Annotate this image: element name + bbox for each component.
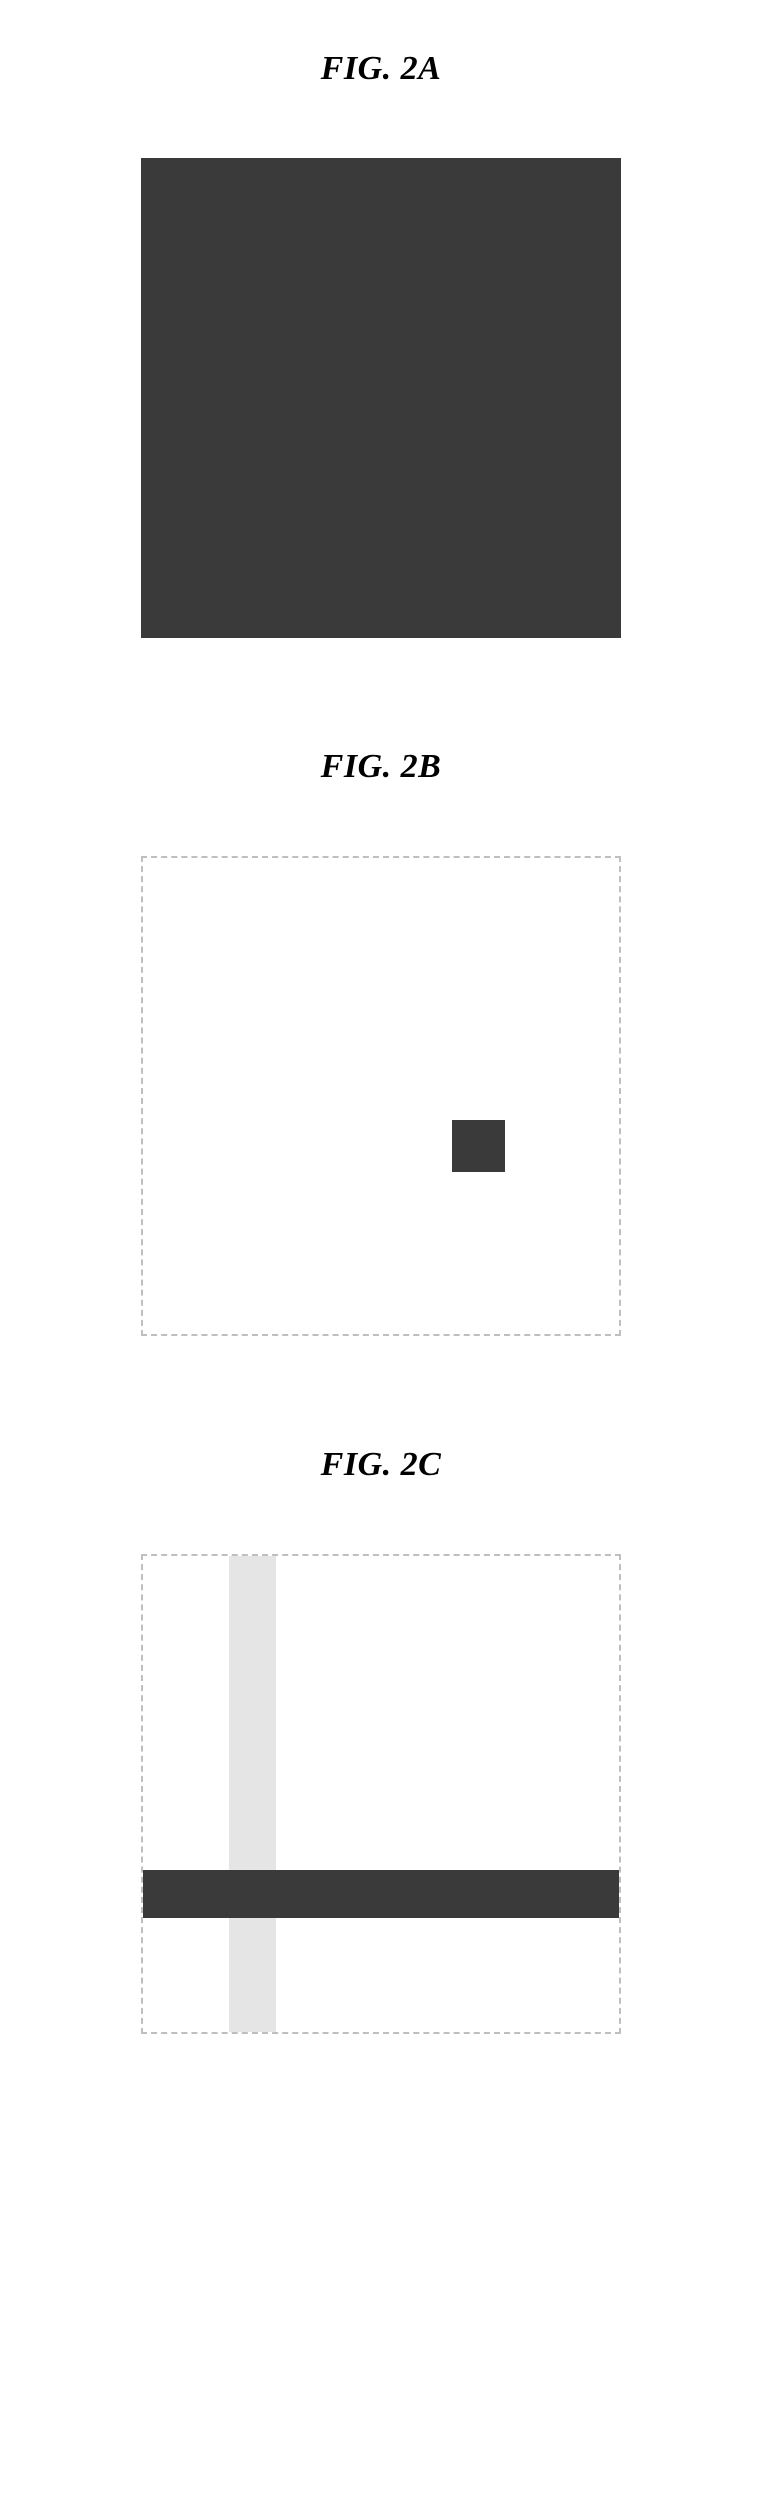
horizontal-strip xyxy=(143,1870,619,1918)
figure-page: FIG. 2A FIG. 2B FIG. 2C xyxy=(0,0,762,2224)
small-square xyxy=(452,1120,504,1172)
figure-2c-group: FIG. 2C xyxy=(141,1446,621,2144)
figure-2c-label: FIG. 2C xyxy=(321,1446,442,1484)
figure-2b-label: FIG. 2B xyxy=(321,748,442,786)
figure-2a-group: FIG. 2A xyxy=(141,50,621,748)
figure-2a-panel xyxy=(141,158,621,638)
figure-2a-label: FIG. 2A xyxy=(321,50,442,88)
figure-2b-panel xyxy=(141,856,621,1336)
figure-2b-group: FIG. 2B xyxy=(141,748,621,1446)
vertical-strip xyxy=(229,1556,277,2032)
figure-2c-panel xyxy=(141,1554,621,2034)
